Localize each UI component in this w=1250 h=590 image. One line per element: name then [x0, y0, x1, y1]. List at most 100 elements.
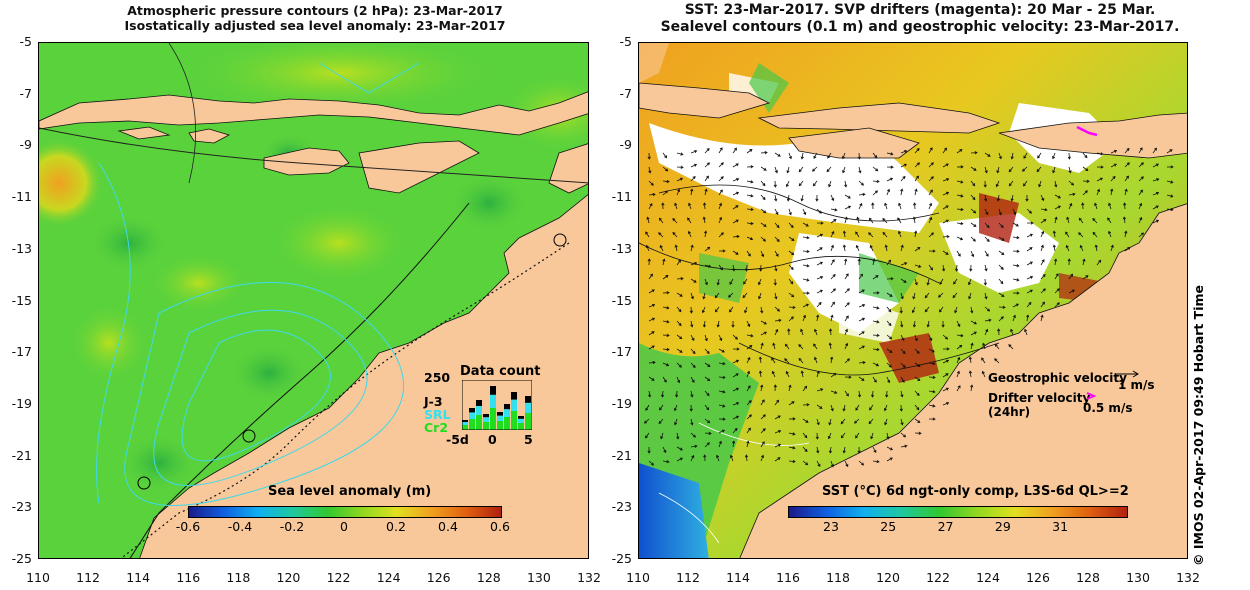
velocity-arrow: [928, 147, 933, 154]
velocity-arrow: [702, 216, 706, 224]
velocity-arrow: [784, 358, 790, 364]
velocity-arrow: [926, 320, 930, 328]
lon-tick-label: 114: [726, 570, 750, 585]
velocity-arrow: [802, 264, 810, 268]
lon-tick-label: 114: [126, 570, 151, 585]
velocity-arrow: [716, 454, 720, 462]
velocity-arrow: [718, 147, 723, 154]
velocity-arrow: [788, 208, 792, 216]
velocity-arrow: [942, 387, 950, 392]
velocity-arrow: [928, 189, 933, 196]
velocity-arrow: [1040, 301, 1045, 308]
velocity-arrow: [661, 202, 665, 210]
velocity-arrow: [1067, 152, 1071, 160]
velocity-arrow: [830, 244, 834, 252]
velocity-arrow: [816, 221, 824, 225]
velocity-arrow: [1110, 188, 1114, 196]
velocity-arrow: [884, 404, 888, 412]
velocity-arrow: [1110, 149, 1118, 154]
velocity-arrow: [998, 250, 1005, 256]
velocity-arrow: [984, 194, 988, 202]
velocity-arrow: [942, 250, 949, 255]
lon-tick-label: 122: [326, 570, 351, 585]
velocity-arrow: [872, 190, 878, 196]
velocity-arrow: [760, 151, 768, 155]
lat-tick-label: -7: [619, 85, 632, 101]
left-colorbar-tick: -0.6: [175, 519, 201, 534]
velocity-arrow: [800, 152, 804, 160]
data-count-bar: [469, 412, 475, 419]
velocity-arrow: [648, 303, 656, 308]
velocity-arrow: [900, 348, 906, 355]
velocity-arrow: [718, 162, 724, 168]
lon-tick-label: 118: [826, 570, 850, 585]
velocity-arrow: [774, 194, 778, 202]
velocity-arrow: [840, 418, 846, 425]
velocity-arrow: [1012, 278, 1020, 282]
velocity-arrow: [774, 250, 779, 257]
velocity-arrow: [798, 357, 804, 364]
velocity-arrow: [1068, 202, 1073, 210]
velocity-arrow: [872, 376, 877, 383]
velocity-arrow: [802, 249, 810, 253]
velocity-arrow: [648, 166, 652, 174]
velocity-arrow: [690, 150, 698, 154]
velocity-arrow: [704, 348, 710, 354]
right-colorbar-tick: 29: [994, 519, 1011, 534]
velocity-arrow: [956, 180, 964, 184]
velocity-arrow: [1096, 165, 1104, 169]
velocity-arrow: [690, 390, 694, 398]
velocity-arrow: [994, 358, 1000, 364]
velocity-arrow: [942, 334, 949, 340]
velocity-arrow: [1096, 259, 1102, 266]
data-count-bar: [504, 404, 510, 410]
velocity-arrow: [914, 334, 918, 342]
velocity-arrow: [938, 292, 944, 298]
velocity-arrow: [732, 250, 739, 255]
velocity-arrow: [690, 244, 694, 252]
velocity-arrow: [858, 180, 864, 186]
data-count-x-tick: 5: [524, 432, 533, 447]
velocity-arrow: [760, 454, 764, 462]
velocity-arrow: [802, 418, 809, 423]
velocity-arrow: [897, 217, 902, 224]
velocity-arrow: [676, 446, 683, 451]
velocity-arrow: [1094, 202, 1098, 210]
velocity-arrow: [718, 176, 724, 182]
velocity-arrow: [1026, 261, 1033, 266]
lat-tick-label: -11: [611, 189, 632, 205]
data-count-ymax: 250: [424, 370, 451, 385]
velocity-arrow: [869, 404, 874, 411]
velocity-arrow: [858, 345, 865, 350]
data-count-bar: [525, 402, 531, 413]
velocity-arrow: [816, 247, 823, 252]
velocity-arrow: [718, 362, 726, 366]
velocity-arrow: [676, 376, 681, 384]
velocity-arrow: [816, 460, 821, 467]
velocity-arrow: [702, 320, 707, 328]
velocity-arrow: [786, 166, 790, 174]
velocity-arrow: [857, 446, 861, 454]
velocity-arrow: [956, 333, 964, 338]
velocity-arrow: [858, 202, 863, 210]
velocity-arrow: [676, 277, 684, 281]
velocity-arrow: [732, 347, 740, 351]
geostrophic-velocity-label: Geostrophic velocity: [988, 371, 1127, 385]
velocity-arrow: [981, 370, 986, 378]
velocity-arrow: [690, 262, 698, 266]
lat-tick-label: -23: [611, 499, 632, 515]
velocity-arrow: [1024, 328, 1028, 336]
velocity-arrow: [648, 203, 653, 210]
velocity-arrow: [760, 384, 764, 392]
velocity-arrow: [714, 306, 720, 313]
drifter-velocity-sub: (24hr): [988, 405, 1031, 419]
velocity-arrow: [872, 275, 879, 280]
right-colorbar-tick: 23: [823, 519, 839, 534]
velocity-arrow: [1052, 166, 1056, 174]
velocity-arrow: [760, 306, 764, 314]
velocity-arrow: [830, 230, 835, 238]
velocity-arrow: [802, 303, 809, 308]
velocity-arrow: [899, 306, 903, 314]
velocity-arrow: [914, 376, 921, 382]
velocity-arrow: [674, 244, 678, 252]
